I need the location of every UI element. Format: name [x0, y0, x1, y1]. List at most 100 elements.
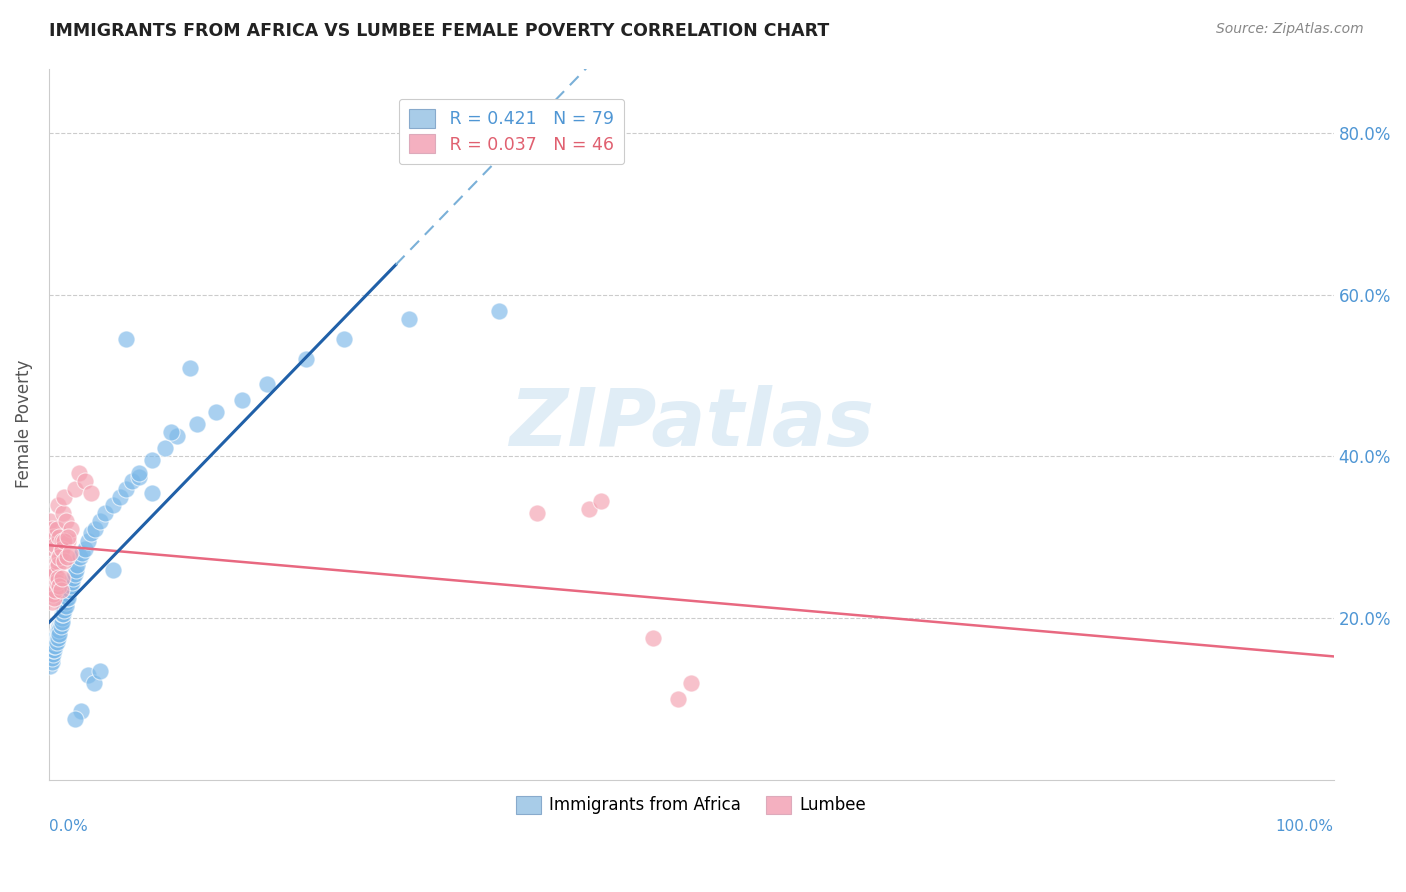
Point	[42, 587, 65, 601]
Point	[51, 611, 73, 625]
Point	[59, 522, 82, 536]
Point	[70, 704, 93, 718]
Point	[166, 429, 188, 443]
Point	[488, 304, 510, 318]
Text: IMMIGRANTS FROM AFRICA VS LUMBEE FEMALE POVERTY CORRELATION CHART: IMMIGRANTS FROM AFRICA VS LUMBEE FEMALE …	[49, 22, 830, 40]
Point	[108, 490, 131, 504]
Point	[48, 579, 70, 593]
Point	[41, 643, 63, 657]
Point	[58, 530, 80, 544]
Point	[72, 546, 94, 560]
Point	[526, 506, 548, 520]
Point	[46, 571, 69, 585]
Point	[53, 554, 76, 568]
Point	[80, 526, 103, 541]
Text: Source: ZipAtlas.com: Source: ZipAtlas.com	[1216, 22, 1364, 37]
Point	[55, 514, 77, 528]
Point	[41, 522, 63, 536]
Point	[46, 631, 69, 645]
Point	[53, 490, 76, 504]
Point	[73, 474, 96, 488]
Point	[578, 502, 600, 516]
Point	[42, 562, 65, 576]
Text: ZIPatlas: ZIPatlas	[509, 385, 873, 463]
Point	[89, 664, 111, 678]
Point	[58, 587, 80, 601]
Point	[128, 469, 150, 483]
Point	[73, 542, 96, 557]
Point	[42, 640, 65, 654]
Point	[49, 546, 72, 560]
Point	[49, 615, 72, 629]
Point	[641, 631, 664, 645]
Point	[45, 627, 67, 641]
Y-axis label: Female Poverty: Female Poverty	[15, 359, 32, 488]
Point	[103, 562, 125, 576]
Point	[52, 603, 75, 617]
Point	[51, 615, 73, 629]
Point	[160, 425, 183, 439]
Point	[333, 332, 356, 346]
Point	[44, 635, 66, 649]
Point	[44, 631, 66, 645]
Point	[69, 550, 91, 565]
Point	[51, 607, 73, 621]
Point	[103, 498, 125, 512]
Point	[58, 546, 80, 560]
Point	[141, 485, 163, 500]
Point	[63, 566, 86, 581]
Text: 0.0%: 0.0%	[49, 819, 87, 834]
Point	[44, 640, 66, 654]
Point	[58, 534, 80, 549]
Point	[63, 712, 86, 726]
Point	[42, 591, 65, 605]
Point	[83, 675, 105, 690]
Point	[48, 623, 70, 637]
Point	[49, 582, 72, 597]
Legend: Immigrants from Africa, Lumbee: Immigrants from Africa, Lumbee	[509, 789, 873, 821]
Text: 100.0%: 100.0%	[1275, 819, 1334, 834]
Point	[681, 675, 703, 690]
Point	[46, 623, 69, 637]
Point	[56, 550, 79, 565]
Point	[45, 635, 67, 649]
Point	[48, 550, 70, 565]
Point	[186, 417, 208, 431]
Point	[55, 595, 77, 609]
Point	[55, 599, 77, 613]
Point	[67, 466, 90, 480]
Point	[44, 538, 66, 552]
Point	[45, 522, 67, 536]
Point	[42, 640, 65, 654]
Point	[42, 643, 65, 657]
Point	[128, 466, 150, 480]
Point	[84, 522, 107, 536]
Point	[121, 474, 143, 488]
Point	[48, 627, 70, 641]
Point	[42, 648, 65, 662]
Point	[94, 506, 117, 520]
Point	[76, 667, 98, 681]
Point	[398, 312, 420, 326]
Point	[179, 360, 201, 375]
Point	[58, 582, 80, 597]
Point	[53, 599, 76, 613]
Point	[51, 534, 73, 549]
Point	[59, 579, 82, 593]
Point	[62, 571, 84, 585]
Point	[39, 514, 62, 528]
Point	[46, 627, 69, 641]
Point	[46, 558, 69, 573]
Point	[63, 482, 86, 496]
Point	[231, 392, 253, 407]
Point	[52, 506, 75, 520]
Point	[53, 534, 76, 549]
Point	[295, 352, 318, 367]
Point	[153, 442, 176, 456]
Point	[591, 493, 613, 508]
Point	[53, 603, 76, 617]
Point	[58, 591, 80, 605]
Point	[115, 332, 138, 346]
Point	[48, 530, 70, 544]
Point	[256, 376, 278, 391]
